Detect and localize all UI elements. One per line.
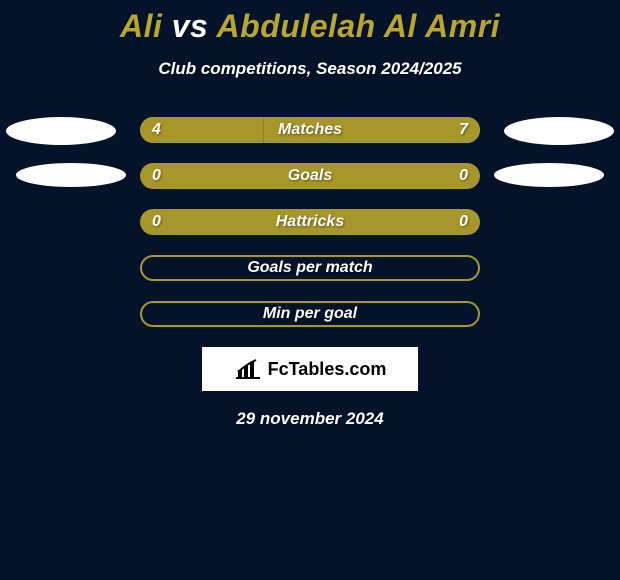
- stat-row-min-per-goal: Min per goal: [0, 301, 620, 327]
- stat-metric-label: Goals per match: [140, 255, 480, 281]
- player1-name: Ali: [120, 8, 162, 44]
- stat-metric-label: Hattricks: [140, 209, 480, 235]
- player1-badge-icon: [16, 163, 126, 187]
- stat-metric-label: Min per goal: [140, 301, 480, 327]
- comparison-infographic: Ali vs Abdulelah Al Amri Club competitio…: [0, 0, 620, 580]
- stat-row-goals: 0 Goals 0: [0, 163, 620, 189]
- stat-value-right: 7: [459, 117, 468, 143]
- brand-text: FcTables.com: [268, 359, 387, 380]
- player2-name: Abdulelah Al Amri: [217, 8, 500, 44]
- bar-chart-icon: [234, 358, 262, 380]
- player2-badge-icon: [504, 117, 614, 145]
- subtitle: Club competitions, Season 2024/2025: [0, 59, 620, 79]
- brand-badge: FcTables.com: [202, 347, 418, 391]
- stat-rows: 4 Matches 7 0 Goals 0 0 Hattricks 0: [0, 117, 620, 327]
- stat-row-goals-per-match: Goals per match: [0, 255, 620, 281]
- player1-badge-icon: [6, 117, 116, 145]
- stat-metric-label: Matches: [140, 117, 480, 143]
- stat-row-matches: 4 Matches 7: [0, 117, 620, 143]
- date-label: 29 november 2024: [0, 409, 620, 429]
- stat-metric-label: Goals: [140, 163, 480, 189]
- stat-value-right: 0: [459, 209, 468, 235]
- vs-word: vs: [172, 8, 209, 44]
- player2-badge-icon: [494, 163, 604, 187]
- stat-row-hattricks: 0 Hattricks 0: [0, 209, 620, 235]
- stat-value-right: 0: [459, 163, 468, 189]
- page-title: Ali vs Abdulelah Al Amri: [0, 0, 620, 45]
